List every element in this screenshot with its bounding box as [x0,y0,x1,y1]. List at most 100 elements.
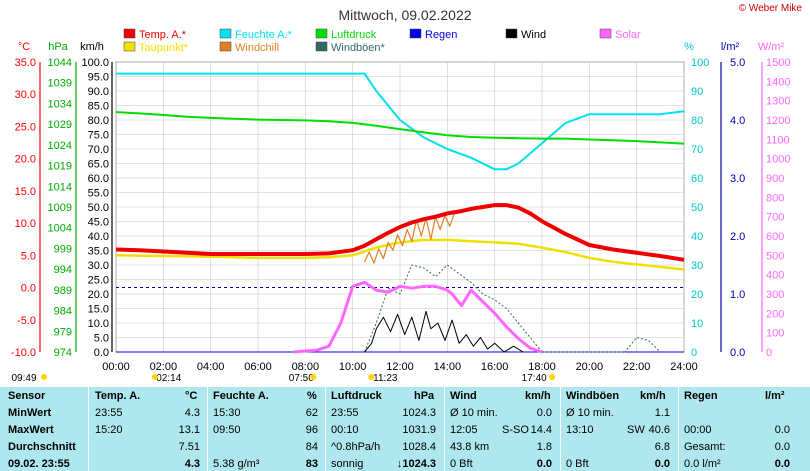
tick-hpa: 1019 [48,161,72,173]
tick-celsius: 20.0 [15,154,36,166]
sun-marker-icon [549,374,556,380]
header-gust-unit: km/h [640,390,666,402]
header-rain: Regen [684,390,718,402]
table-cell-h-val: 84 [305,441,318,453]
table-cell-label: Durchschnitt [8,441,76,453]
axis-label-percent: % [684,41,694,53]
x-tick: 02:00 [150,361,178,373]
axis-label-hpa: hPa [48,41,68,53]
header-humidity: Feuchte A. [213,390,269,402]
legend-swatch [123,28,136,39]
tick-kmh: 25.0 [88,275,109,287]
tick-rain: 0.0 [730,347,745,359]
tick-percent: 60 [691,173,703,185]
col-divider [560,387,561,471]
x-tick: 18:00 [528,361,556,373]
table-cell-g-val: 0.0 [654,458,670,470]
table-cell-w-val: 0.0 [536,407,552,419]
tick-kmh: 0.0 [94,347,109,359]
table-cell-t-val: 4.3 [184,458,200,470]
table-cell-t-val: 7.51 [178,441,200,453]
tick-solar: 500 [766,250,784,262]
tick-kmh: 65.0 [88,159,109,171]
tick-kmh: 30.0 [88,260,109,272]
sun-marker-icon [41,374,47,380]
table-cell-r-time: Gesamt: [684,441,726,453]
table-cell-t-val: 13.1 [178,424,200,436]
tick-hpa: 974 [54,347,72,359]
x-tick: 06:00 [244,361,272,373]
x-tick: 10:00 [339,361,367,373]
table-cell-g-time: 0 Bft [566,458,589,470]
tick-solar: 400 [766,270,784,282]
table-cell-g-val: 6.8 [654,441,670,453]
tick-celsius: 10.0 [15,218,36,230]
weather-chart: Mittwoch, 09.02.2022 Temp. A.* Feuchte A.*… [11,7,791,384]
sun-marker-icon [310,374,317,380]
tick-kmh: 40.0 [88,231,109,243]
table-cell-label: MaxWert [8,424,54,436]
table-cell-r-time: 0.0 l/m² [684,458,721,470]
tick-hpa: 1009 [48,202,72,214]
legend-label: Windchill [235,42,279,54]
table-cell-g-val: 1.1 [654,407,670,419]
tick-solar: 600 [766,231,784,243]
tick-hpa: 1039 [48,78,72,90]
header-gust: Windböen [566,390,620,402]
table-cell-gust-direction: SW [627,424,645,436]
table-cell-p-time: 00:10 [331,424,359,436]
legend-label: Luftdruck [331,29,377,41]
tick-celsius: -5.0 [17,315,36,327]
tick-hpa: 979 [54,326,72,338]
tick-kmh: 55.0 [88,188,109,200]
tick-kmh: 100.0 [81,57,109,69]
tick-solar: 800 [766,192,784,204]
table-cell-label: 09.02. 23:55 [8,458,70,470]
x-tick: 14:00 [434,361,462,373]
tick-solar: 1400 [766,76,790,88]
table-cell-wind-direction: S-SO [502,424,529,436]
header-pressure-unit: hPa [414,390,435,402]
x-tick: 04:00 [197,361,225,373]
time-marker-label: 11:23 [373,373,398,384]
series-windb-en [364,264,661,353]
tick-rain: 5.0 [730,57,745,69]
tick-kmh: 60.0 [88,173,109,185]
header-temp-unit: °C [185,390,198,402]
tick-hpa: 1004 [48,223,72,235]
tick-kmh: 85.0 [88,101,109,113]
sun-marker-icon [368,374,375,380]
time-marker-label: 07:50 [289,373,314,384]
table-cell-h-val: 62 [305,407,318,419]
table-cell-g-val: 40.6 [648,424,670,436]
x-tick: 12:00 [386,361,414,373]
legend-label: Wind [521,29,546,41]
legend-label: Feuchte A.* [235,29,293,41]
table-cell-r-val: 0.0 [774,458,790,470]
col-divider [88,387,89,471]
tick-hpa: 989 [54,285,72,297]
tick-solar: 200 [766,308,784,320]
table-cell-g-time: 13:10 [566,424,594,436]
time-marker-label: 02:14 [156,373,181,384]
time-marker-label: 17:40 [522,373,547,384]
legend-swatch [599,28,612,39]
series-luftdruck [115,111,685,145]
credit-link[interactable]: © Weber Mike [738,3,802,14]
tick-kmh: 70.0 [88,144,109,156]
legend-label: Regen [425,29,457,41]
stats-table: Sensor Temp. A. °C Feuchte A. % Luftdruc… [0,387,810,471]
table-cell-r-val: 0.0 [774,441,790,453]
legend-label: Solar [615,29,641,41]
tick-rain: 3.0 [730,173,745,185]
table-cell-h-time: 15:30 [213,407,241,419]
series-wind [364,310,524,353]
x-tick: 00:00 [102,361,130,373]
tick-kmh: 90.0 [88,86,109,98]
tick-solar: 1200 [766,115,790,127]
tick-hpa: 1024 [48,140,72,152]
legend-swatch [219,41,232,52]
legend-label: Windböen* [331,42,386,54]
chart-title: Mittwoch, 09.02.2022 [338,7,471,23]
table-cell-p-val: 1024.3 [402,407,436,419]
